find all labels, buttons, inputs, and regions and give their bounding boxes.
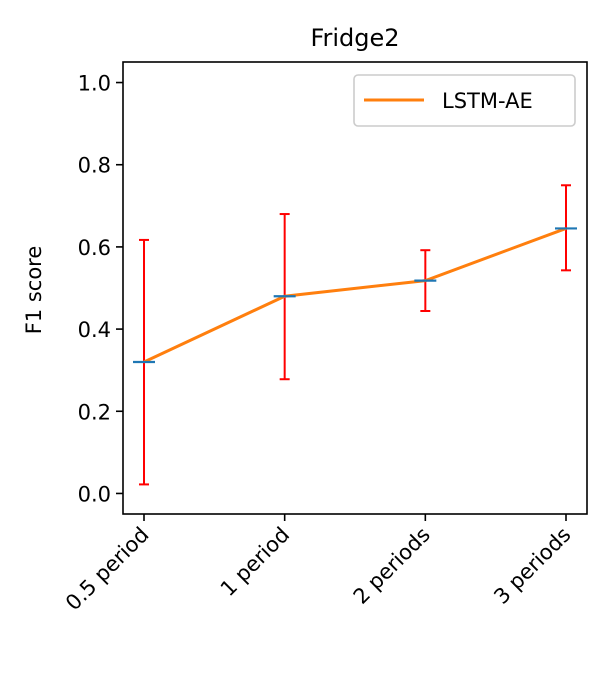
x-tick-label-0: 0.5 period	[61, 523, 154, 616]
y-tick-label-3: 0.6	[78, 236, 111, 260]
y-tick-label-4: 0.8	[78, 154, 111, 178]
legend-label-lstm-ae: LSTM-AE	[442, 89, 533, 113]
y-axis: 0.0 0.2 0.4 0.6 0.8 1.0	[78, 72, 123, 506]
legend: LSTM-AE	[353, 74, 576, 127]
y-tick-label-5: 1.0	[78, 72, 111, 96]
x-tick-label-2: 2 periods	[349, 523, 435, 609]
x-tick-label-1: 1 period	[216, 523, 294, 601]
plot-frame	[122, 61, 588, 515]
legend-box	[353, 74, 576, 127]
x-tick-label-3: 3 periods	[489, 523, 575, 609]
plot-area	[133, 184, 577, 486]
y-tick-label-2: 0.4	[78, 318, 111, 342]
series-line-lstm-ae	[143, 227, 567, 364]
y-tick-label-1: 0.2	[78, 400, 111, 424]
y-tick-label-0: 0.0	[78, 482, 111, 506]
chart-title: Fridge2	[310, 24, 399, 52]
x-axis: 0.5 period 1 period 2 periods 3 periods	[61, 514, 576, 615]
y-axis-label: F1 score	[22, 246, 46, 335]
